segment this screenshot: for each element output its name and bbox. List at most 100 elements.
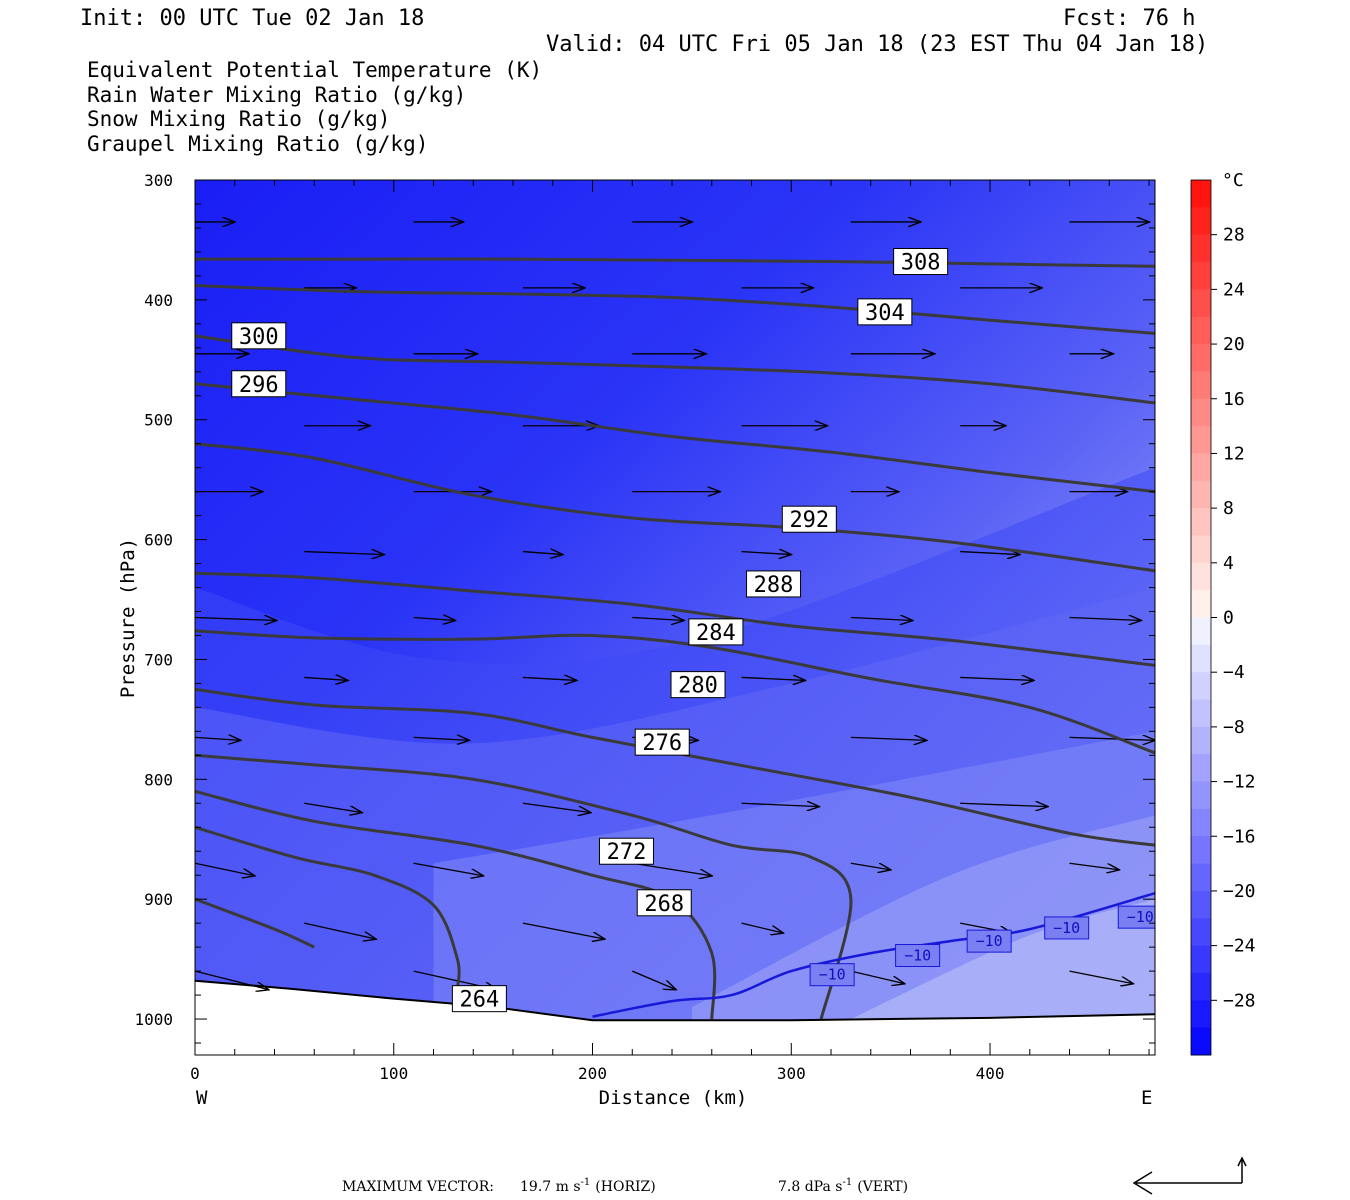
theta-e-label-text: 308 — [901, 251, 941, 276]
theta-e-label-text: 292 — [789, 508, 829, 533]
theta-e-label: 304 — [857, 298, 913, 326]
field-title-rain: Rain Water Mixing Ratio (g/kg) — [87, 83, 466, 107]
minus10-label-text: −10 — [819, 966, 846, 984]
theta-e-label-text: 264 — [460, 988, 500, 1013]
colorbar-segment — [1191, 344, 1211, 372]
max-vector-line: MAXIMUM VECTOR: 19.7 m s-1 (HORIZ) 7.8 dP… — [342, 1177, 908, 1195]
wind-vector — [850, 737, 927, 740]
y-tick-label: 700 — [144, 650, 173, 669]
max-vector-horiz-tag: (HORIZ) — [595, 1179, 655, 1195]
y-tick-label: 600 — [144, 531, 173, 550]
theta-e-label-text: 288 — [754, 573, 794, 598]
wind-vector — [632, 862, 712, 876]
colorbar-label: −12 — [1223, 772, 1256, 793]
contour-labels: 308 304 300 296 292 288 284 280 276 272 268 264 −10 −… — [231, 248, 1155, 1013]
field-title-theta-e: Equivalent Potential Temperature (K) — [87, 58, 542, 82]
theta-e-label: 300 — [231, 322, 287, 350]
colorbar-segment — [1191, 945, 1211, 974]
theta-e-contour — [195, 284, 1155, 335]
wind-vector — [632, 618, 684, 621]
theta-e-label-box — [451, 985, 507, 1013]
colorbar-segment — [1191, 289, 1211, 318]
theta-e-contour — [195, 382, 1155, 494]
colorbar-segment — [1191, 808, 1211, 837]
colorbar-segment — [1191, 562, 1211, 591]
colorbar-label: −4 — [1223, 662, 1245, 683]
x-axis: 0 100 200 300 400 — [190, 180, 1150, 1083]
minus10-contour — [592, 891, 1155, 1018]
theta-e-label-text: 272 — [607, 840, 647, 865]
field-title-graupel: Graupel Mixing Ratio (g/kg) — [87, 132, 428, 156]
field-title-snow: Snow Mixing Ratio (g/kg) — [87, 107, 390, 131]
colorbar-segment — [1191, 972, 1211, 1001]
x-axis-west: W — [196, 1087, 208, 1109]
theta-e-label-box — [857, 298, 913, 326]
colorbar-segment — [1191, 699, 1211, 728]
colorbar-segment — [1191, 836, 1211, 865]
wind-vector — [741, 803, 820, 806]
colorbar-segment — [1191, 918, 1211, 947]
colorbar-label: −16 — [1223, 826, 1256, 847]
colorbar: 28 24 20 16 12 8 4 0 −4 −8 −12 −16 −20 −24 −28 — [1190, 179, 1256, 1056]
theta-e-label: 276 — [634, 728, 690, 756]
colorbar-label: 0 — [1223, 608, 1234, 629]
colorbar-segment — [1191, 480, 1211, 509]
theta-e-label: 296 — [231, 370, 287, 398]
plot-frame — [194, 179, 1156, 1056]
x-axis-label: Distance (km) — [599, 1087, 748, 1109]
colorbar-segment — [1191, 672, 1211, 701]
wind-vector — [632, 970, 676, 990]
colorbar-label: 24 — [1223, 279, 1245, 300]
max-vector-vert-exp: -1 — [842, 1177, 852, 1188]
max-vector-arrow-icon — [1132, 1156, 1247, 1195]
wind-vector — [522, 802, 591, 812]
theta-e-label-box — [893, 248, 949, 276]
minus10-label: −10 — [1044, 916, 1090, 940]
colorbar-segment — [1191, 535, 1211, 564]
theta-e-contour — [195, 334, 1155, 405]
minus10-label-box — [966, 929, 1012, 953]
temperature-contour — [592, 891, 1155, 1018]
y-axis: 300 400 500 600 700 800 900 1000 — [134, 171, 1155, 1044]
theta-e-label-text: 304 — [865, 301, 905, 326]
theta-e-contour — [195, 257, 1155, 268]
theta-e-contour — [195, 629, 1155, 755]
theta-e-contour — [195, 571, 1155, 667]
x-tick-label: 300 — [777, 1064, 806, 1083]
theta-e-label-text: 276 — [642, 731, 682, 756]
wind-vector — [195, 618, 277, 621]
theta-e-label: 308 — [893, 248, 949, 276]
colorbar-label: −24 — [1223, 936, 1256, 957]
x-tick-label: 100 — [379, 1064, 408, 1083]
y-tick-label: 400 — [144, 291, 173, 310]
colorbar-segment — [1191, 644, 1211, 673]
wind-vector — [1069, 862, 1120, 870]
wind-vector — [195, 737, 241, 740]
colorbar-segment — [1191, 617, 1211, 646]
colorbar-segment — [1191, 371, 1211, 400]
colorbar-label: 8 — [1223, 498, 1234, 519]
wind-vector — [741, 677, 806, 680]
colorbar-segment — [1191, 262, 1211, 290]
minus10-label-box — [809, 963, 855, 987]
theta-e-label: 268 — [636, 889, 692, 917]
minus10-label: −10 — [809, 963, 855, 987]
wind-vector — [850, 862, 891, 870]
max-vector-vert: 7.8 dPa s — [778, 1179, 842, 1195]
theta-e-label-text: 280 — [678, 674, 718, 699]
colorbar-label: 12 — [1223, 443, 1245, 464]
max-vector-horiz-exp: -1 — [581, 1177, 591, 1188]
wind-vector — [1069, 618, 1142, 621]
colorbar-segment — [1191, 1027, 1211, 1056]
wind-vector — [522, 552, 563, 555]
wind-vector — [304, 552, 384, 555]
wind-vector — [741, 922, 784, 933]
y-tick-label: 900 — [144, 890, 173, 909]
forecast-hour: Fcst: 76 h — [1063, 6, 1195, 31]
wind-vector — [413, 737, 470, 740]
theta-e-contour — [195, 897, 315, 949]
theta-e-label-text: 300 — [239, 325, 279, 350]
colorbar-segment — [1191, 863, 1211, 892]
wind-vector — [741, 552, 792, 555]
init-time: Init: 00 UTC Tue 02 Jan 18 — [80, 6, 424, 31]
